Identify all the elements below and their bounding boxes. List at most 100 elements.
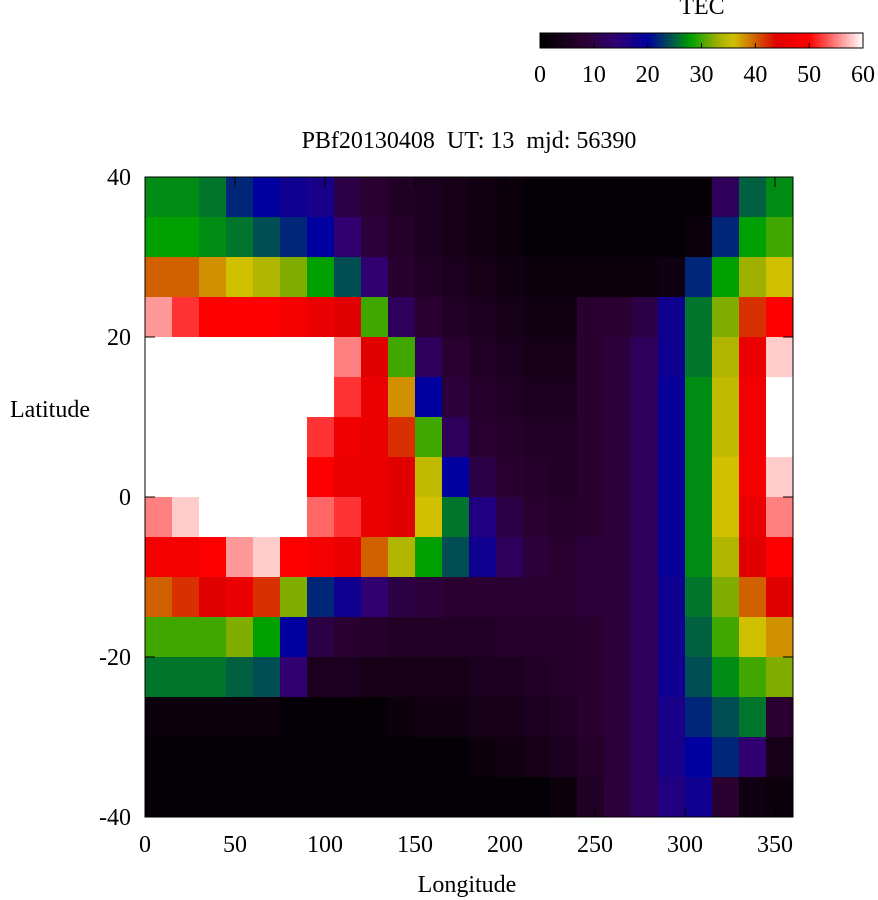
heat-cell: [172, 697, 200, 738]
heat-cell: [307, 377, 335, 418]
heat-cell: [199, 377, 227, 418]
heat-cell: [685, 177, 713, 218]
heat-cell: [280, 777, 308, 818]
heat-cell: [253, 377, 281, 418]
heat-cell: [415, 537, 443, 578]
x-tick-label: 50: [223, 832, 247, 858]
heat-cell: [550, 217, 578, 258]
heat-cell: [766, 777, 794, 818]
heat-cell: [226, 777, 254, 818]
heat-cell: [442, 257, 470, 298]
colorbar-swatch: [674, 33, 678, 48]
heat-cell: [577, 577, 605, 618]
heat-cell: [199, 657, 227, 698]
y-axis-label: Latitude: [10, 397, 90, 423]
heat-cell: [334, 537, 362, 578]
colorbar-swatch: [545, 33, 549, 48]
colorbar-swatch: [583, 33, 587, 48]
heat-cell: [199, 737, 227, 778]
colorbar-swatch: [615, 33, 619, 48]
heat-cell: [253, 737, 281, 778]
heat-cell: [577, 537, 605, 578]
heat-cell: [361, 497, 389, 538]
heat-cell: [415, 337, 443, 378]
heat-cell: [766, 217, 794, 258]
heat-cell: [361, 177, 389, 218]
heat-cell: [334, 417, 362, 458]
heat-cell: [685, 297, 713, 338]
heat-cell: [658, 777, 686, 818]
heat-cell: [604, 657, 632, 698]
heat-cell: [226, 697, 254, 738]
colorbar-swatch: [604, 33, 608, 48]
colorbar-swatch: [542, 33, 546, 48]
colorbar-swatch: [564, 33, 568, 48]
heat-cell: [280, 377, 308, 418]
colorbar-swatch: [634, 33, 638, 48]
heat-cell: [388, 217, 416, 258]
heat-cell: [658, 297, 686, 338]
heat-cell: [523, 777, 551, 818]
heat-cell: [307, 337, 335, 378]
heat-cell: [415, 697, 443, 738]
heat-cell: [361, 617, 389, 658]
colorbar-swatch: [636, 33, 641, 48]
heat-cell: [172, 257, 200, 298]
heat-cell: [631, 417, 659, 458]
heat-cell: [496, 377, 524, 418]
heat-cell: [280, 177, 308, 218]
colorbar-swatch: [709, 33, 713, 48]
heat-cell: [496, 737, 524, 778]
heat-cell: [253, 297, 281, 338]
heat-cell: [415, 217, 443, 258]
heat-cell: [469, 377, 497, 418]
heat-cell: [199, 337, 227, 378]
heat-cell: [577, 457, 605, 498]
heat-cell: [496, 617, 524, 658]
heat-cell: [172, 337, 200, 378]
heat-cell: [577, 697, 605, 738]
heat-cell: [172, 497, 200, 538]
heat-cell: [739, 617, 767, 658]
heat-cell: [766, 577, 794, 618]
heat-cell: [334, 217, 362, 258]
colorbar-swatch: [736, 33, 740, 48]
heat-cell: [685, 697, 713, 738]
colorbar-swatch: [706, 33, 711, 48]
heat-cell: [388, 777, 416, 818]
heat-cell: [739, 577, 767, 618]
colorbar-swatch: [682, 33, 686, 48]
colorbar-tick-label: 10: [582, 62, 606, 88]
heat-cell: [712, 457, 740, 498]
heat-cell: [442, 537, 470, 578]
colorbar-swatch: [623, 33, 627, 48]
colorbar-swatch: [644, 33, 649, 48]
heat-cell: [469, 337, 497, 378]
heat-cell: [388, 457, 416, 498]
heat-cell: [334, 457, 362, 498]
heat-cell: [253, 417, 281, 458]
heat-cell: [577, 657, 605, 698]
x-tick-label: 350: [757, 832, 793, 858]
heat-cell: [442, 497, 470, 538]
heat-cell: [496, 217, 524, 258]
heat-cell: [658, 257, 686, 298]
heat-cell: [253, 577, 281, 618]
colorbar-swatch: [561, 33, 565, 48]
heat-cell: [604, 577, 632, 618]
heat-cell: [334, 377, 362, 418]
heat-cell: [631, 737, 659, 778]
heat-cell: [712, 337, 740, 378]
heat-cell: [361, 737, 389, 778]
colorbar-swatch: [784, 33, 789, 48]
colorbar-swatch: [814, 33, 818, 48]
heat-cell: [226, 617, 254, 658]
heat-cell: [361, 257, 389, 298]
heat-cell: [388, 337, 416, 378]
heat-cell: [307, 457, 335, 498]
heat-cell: [631, 657, 659, 698]
heat-cell: [199, 217, 227, 258]
heat-cell: [442, 177, 470, 218]
colorbar-swatch: [577, 33, 581, 48]
colorbar-swatch: [642, 33, 646, 48]
